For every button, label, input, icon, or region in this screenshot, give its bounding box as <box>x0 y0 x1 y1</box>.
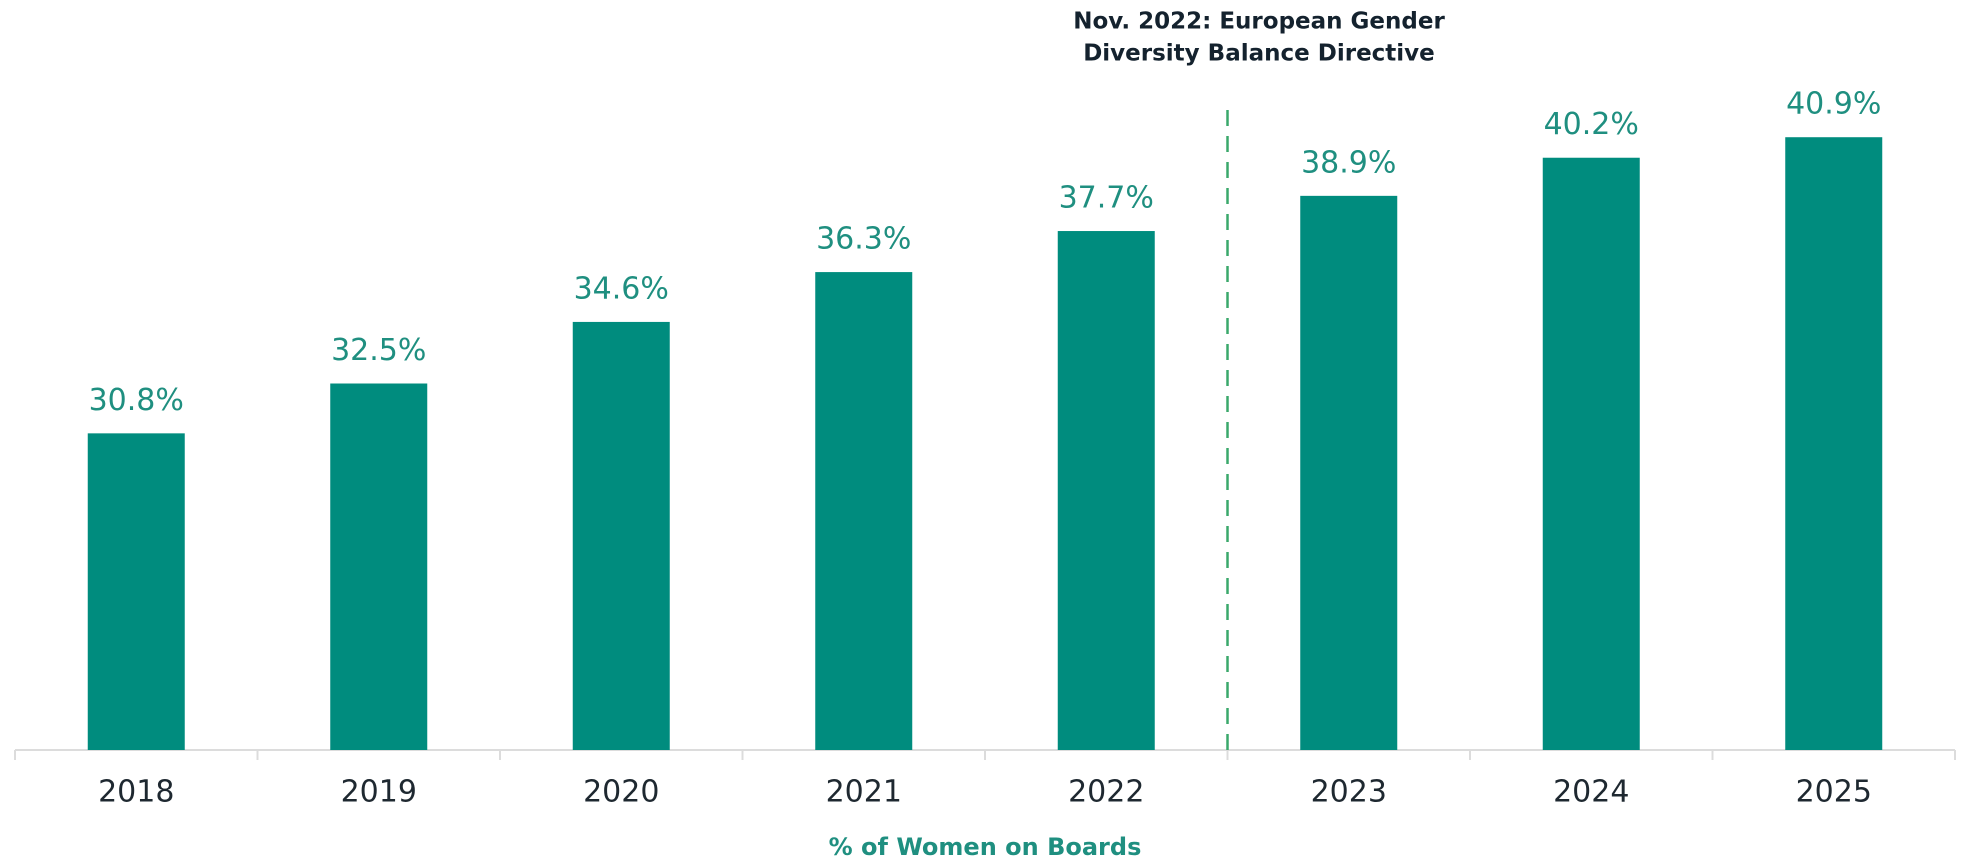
x-tick-label: 2025 <box>1796 775 1872 810</box>
value-label: 34.6% <box>574 271 669 306</box>
x-tick-label: 2023 <box>1311 775 1387 810</box>
bar <box>87 433 185 750</box>
value-label: 38.9% <box>1301 145 1396 180</box>
x-axis-title: % of Women on Boards <box>829 833 1142 860</box>
value-label: 40.2% <box>1544 107 1639 142</box>
bar <box>1785 137 1883 750</box>
value-label: 37.7% <box>1059 181 1154 216</box>
annotation-line: Diversity Balance Directive <box>1083 41 1435 67</box>
value-label: 36.3% <box>816 222 911 257</box>
x-tick-label: 2024 <box>1553 775 1629 810</box>
bar <box>330 383 428 750</box>
x-tick-label: 2020 <box>583 775 659 810</box>
x-tick-label: 2019 <box>341 775 417 810</box>
bar <box>1300 195 1398 751</box>
bar <box>1542 157 1640 751</box>
bar <box>1057 231 1155 750</box>
bar <box>815 272 913 750</box>
annotation-line: Nov. 2022: European Gender <box>1073 9 1445 35</box>
x-tick-label: 2021 <box>826 775 902 810</box>
bar <box>572 321 670 750</box>
x-tick-label: 2022 <box>1068 775 1144 810</box>
x-tick-label: 2018 <box>98 775 174 810</box>
value-label: 32.5% <box>331 333 426 368</box>
value-label: 40.9% <box>1786 87 1881 122</box>
value-label: 30.8% <box>89 383 184 418</box>
